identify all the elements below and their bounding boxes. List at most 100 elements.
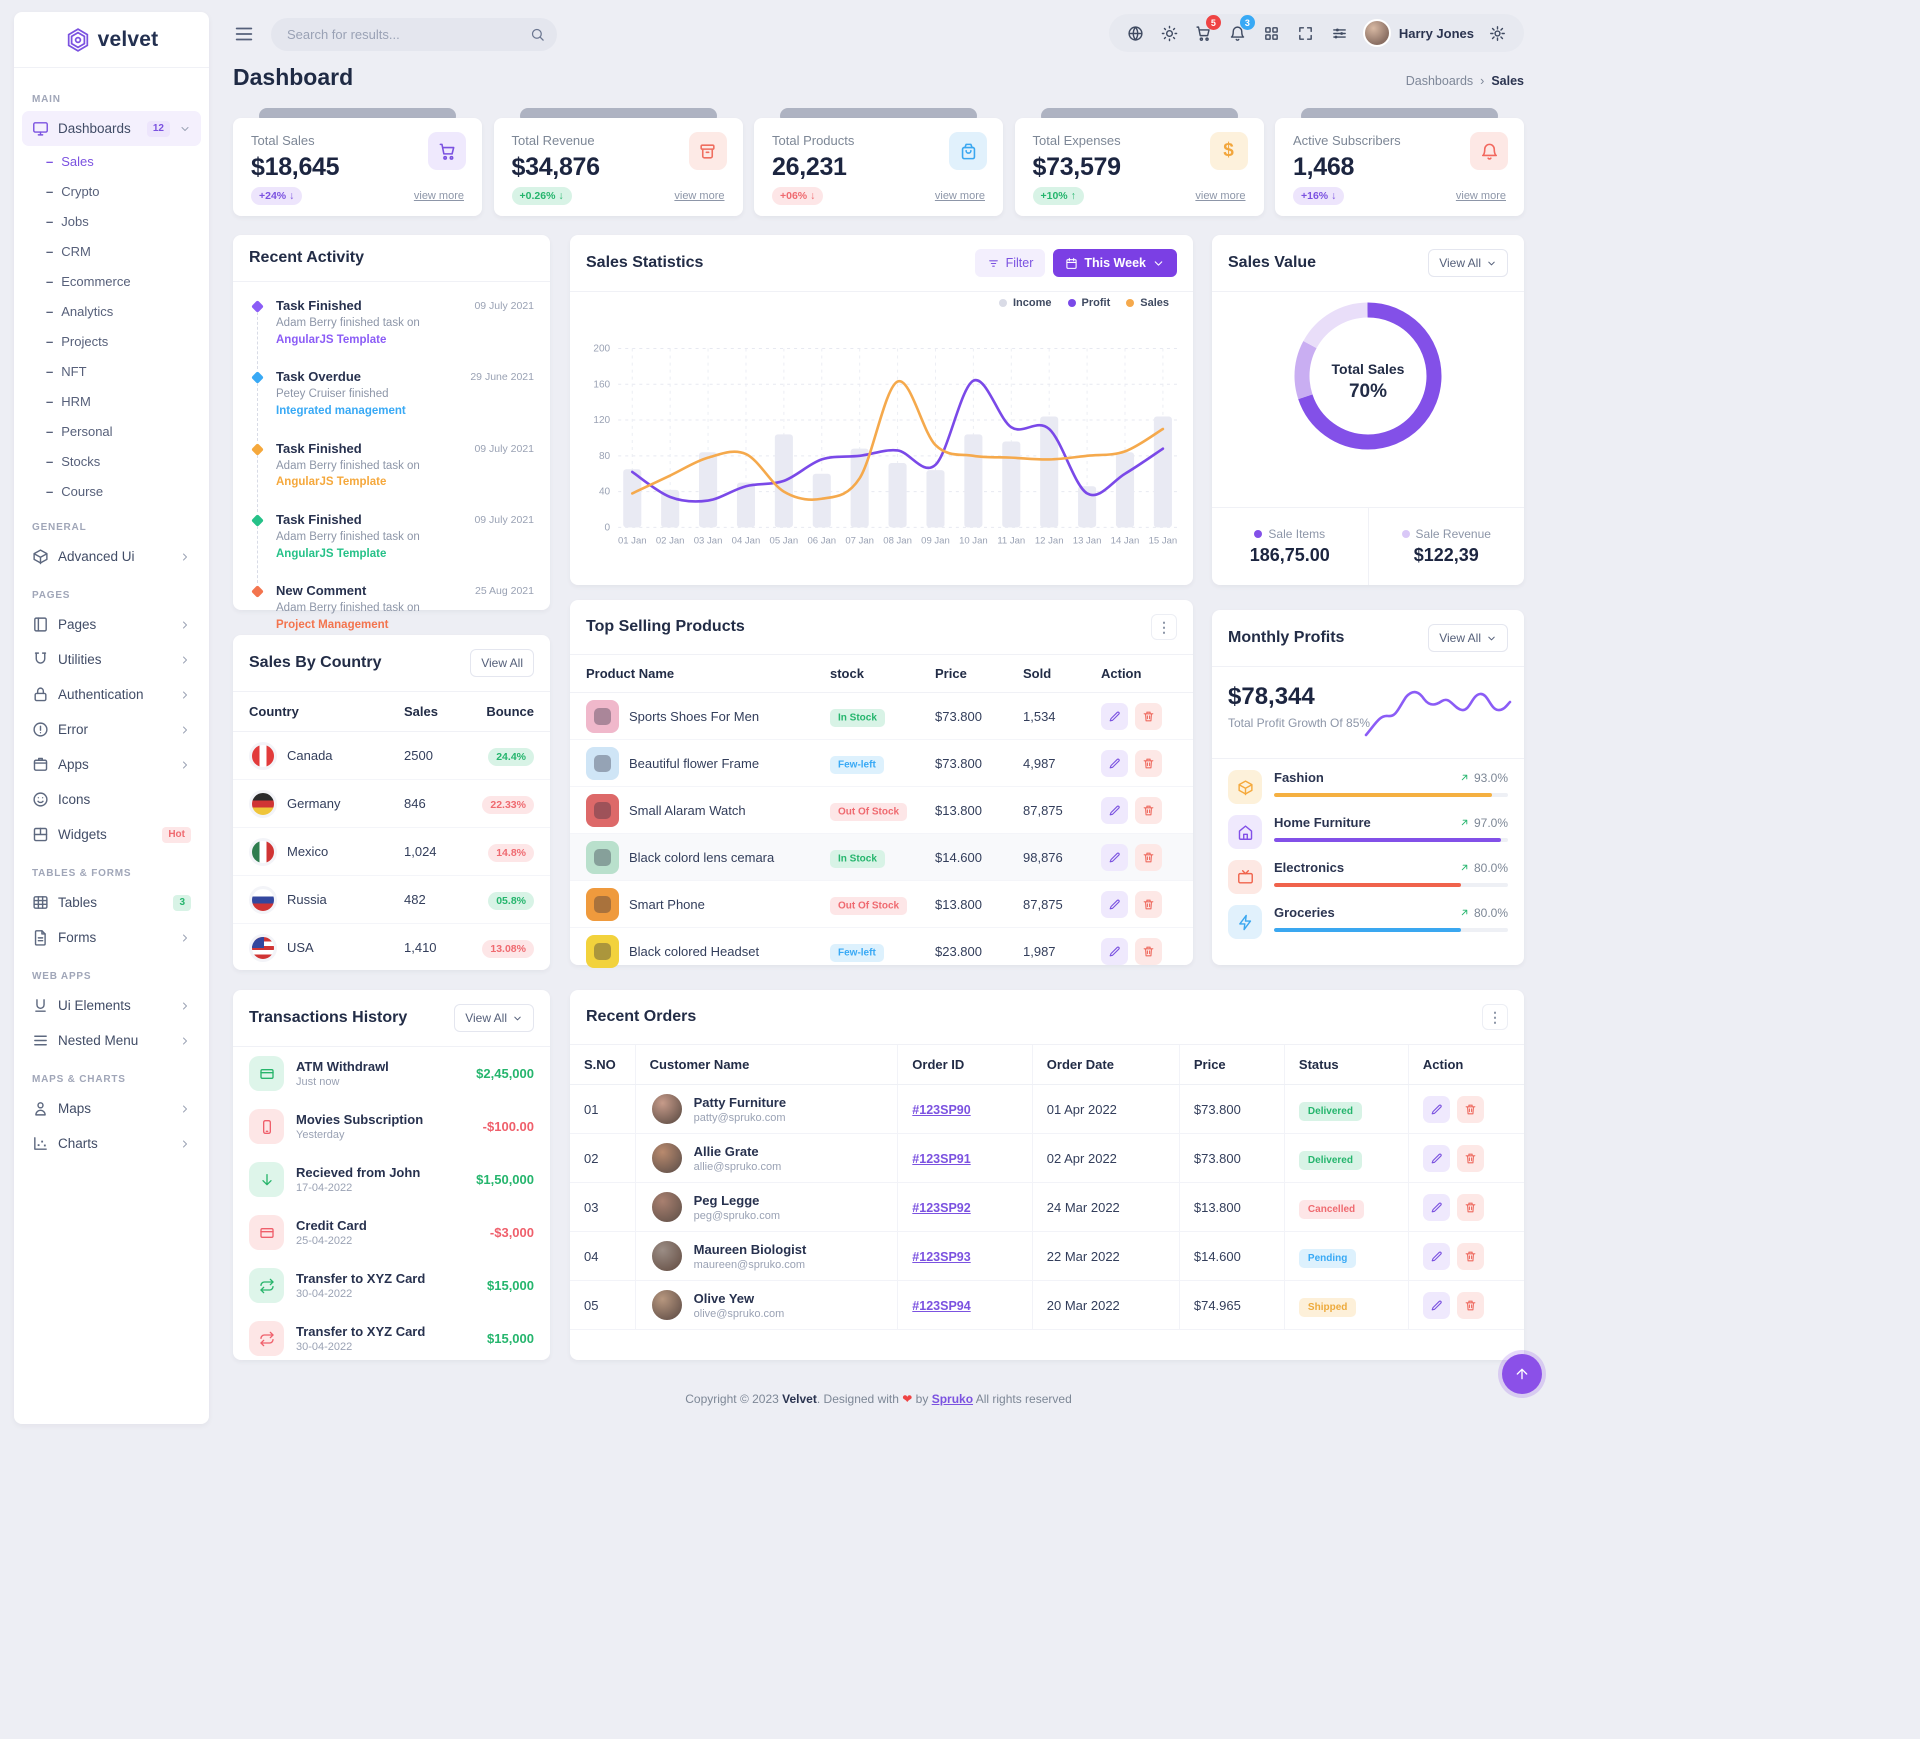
delete-button[interactable]: [1135, 890, 1162, 918]
transactions-view-all-button[interactable]: View All: [454, 1004, 534, 1032]
activity-keyword[interactable]: AngularJS Template: [276, 333, 387, 346]
transaction-row[interactable]: Recieved from John 17-04-2022 $1,50,000: [233, 1153, 550, 1206]
order-id-link[interactable]: #123SP94: [912, 1298, 971, 1313]
filter-button[interactable]: Filter: [974, 249, 1046, 277]
edit-button[interactable]: [1422, 1242, 1450, 1270]
sidebar-item-ui-elements[interactable]: Ui Elements: [22, 988, 201, 1023]
globe-icon[interactable]: [1121, 18, 1151, 48]
sidebar-item-widgets[interactable]: Widgets Hot: [22, 817, 201, 852]
sidebar-item-charts[interactable]: Charts: [22, 1126, 201, 1161]
sidebar-subitem-crm[interactable]: – CRM: [22, 236, 201, 266]
transaction-row[interactable]: Credit Card 25-04-2022 -$3,000: [233, 1206, 550, 1259]
period-selector-button[interactable]: This Week: [1053, 249, 1177, 277]
sidebar-subitem-sales[interactable]: – Sales: [22, 146, 201, 176]
order-row[interactable]: 02 Allie Grate allie@spruko.com #123SP91 02 …: [570, 1133, 1524, 1183]
transaction-row[interactable]: Movies Subscription Yesterday -$100.00: [233, 1100, 550, 1153]
footer-agency-link[interactable]: Spruko: [931, 1392, 974, 1406]
sidebar-item-apps[interactable]: Apps: [22, 747, 201, 782]
edit-button[interactable]: [1101, 937, 1128, 965]
sidebar-item-tables[interactable]: Tables 3: [22, 885, 201, 920]
delete-button[interactable]: [1135, 937, 1162, 965]
view-more-link[interactable]: view more: [934, 190, 985, 202]
delete-button[interactable]: [1456, 1095, 1484, 1123]
sidebar-subitem-crypto[interactable]: – Crypto: [22, 176, 201, 206]
cart-icon[interactable]: 5: [1189, 15, 1221, 48]
sidebar-subitem-ecommerce[interactable]: – Ecommerce: [22, 266, 201, 296]
sidebar-item-maps[interactable]: Maps: [22, 1091, 201, 1126]
edit-button[interactable]: [1422, 1144, 1450, 1172]
edit-button[interactable]: [1101, 702, 1128, 730]
order-id-link[interactable]: #123SP91: [912, 1151, 971, 1166]
fullscreen-icon[interactable]: [1291, 18, 1321, 48]
order-row[interactable]: 04 Maureen Biologist maureen@spruko.com #12…: [570, 1231, 1524, 1281]
sidebar-subitem-jobs[interactable]: – Jobs: [22, 206, 201, 236]
sidebar-subitem-projects[interactable]: – Projects: [22, 326, 201, 356]
country-view-all-button[interactable]: View All: [470, 649, 534, 677]
delete-button[interactable]: [1456, 1242, 1484, 1270]
country-row-ru[interactable]: Russia 482 05.8%: [233, 876, 550, 924]
transaction-row[interactable]: Transfer to XYZ Card 30-04-2022 $15,000: [233, 1259, 550, 1312]
search-box[interactable]: [271, 17, 557, 51]
transaction-row[interactable]: ATM Withdrawl Just now $2,45,000: [233, 1047, 550, 1100]
sales-value-view-all-button[interactable]: View All: [1428, 249, 1508, 277]
sidebar-subitem-stocks[interactable]: – Stocks: [22, 446, 201, 476]
edit-button[interactable]: [1422, 1095, 1450, 1123]
delete-button[interactable]: [1135, 843, 1162, 871]
edit-button[interactable]: [1101, 890, 1128, 918]
apps-grid-icon[interactable]: [1257, 18, 1287, 48]
product-row[interactable]: Black colord lens cemara In Stock $14.600 9…: [570, 834, 1193, 881]
country-row-de[interactable]: Germany 846 22.33%: [233, 780, 550, 828]
activity-keyword[interactable]: AngularJS Template: [276, 547, 387, 560]
delete-button[interactable]: [1135, 749, 1162, 777]
delete-button[interactable]: [1456, 1193, 1484, 1221]
search-input[interactable]: [287, 26, 530, 42]
edit-button[interactable]: [1101, 796, 1128, 824]
settings-gear-icon[interactable]: [1482, 18, 1512, 48]
product-row[interactable]: Small Alaram Watch Out Of Stock $13.800 87,…: [570, 787, 1193, 834]
order-id-link[interactable]: #123SP93: [912, 1249, 971, 1264]
product-row[interactable]: Sports Shoes For Men In Stock $73.800 1,534: [570, 693, 1193, 740]
view-more-link[interactable]: view more: [674, 190, 725, 202]
user-chip[interactable]: Harry Jones: [1362, 19, 1474, 47]
order-id-link[interactable]: #123SP92: [912, 1200, 971, 1215]
sidebar-toggle-icon[interactable]: [233, 23, 255, 45]
edit-button[interactable]: [1422, 1193, 1450, 1221]
delete-button[interactable]: [1456, 1144, 1484, 1172]
delete-button[interactable]: [1456, 1291, 1484, 1319]
product-row[interactable]: Smart Phone Out Of Stock $13.800 87,875: [570, 881, 1193, 928]
products-kebab-menu-icon[interactable]: ⋮: [1151, 614, 1177, 640]
activity-keyword[interactable]: Project Management: [276, 619, 389, 632]
sidebar-item-forms[interactable]: Forms: [22, 920, 201, 955]
sidebar-item-advanced-ui[interactable]: Advanced Ui: [22, 539, 201, 574]
sidebar-subitem-personal[interactable]: – Personal: [22, 416, 201, 446]
delete-button[interactable]: [1135, 796, 1162, 824]
order-row[interactable]: 05 Olive Yew olive@spruko.com #123SP94 20 Ma…: [570, 1280, 1524, 1330]
shortcuts-sliders-icon[interactable]: [1325, 18, 1355, 48]
sidebar-item-authentication[interactable]: Authentication: [22, 677, 201, 712]
notifications-icon[interactable]: 3: [1223, 15, 1255, 48]
sidebar-subitem-hrm[interactable]: – HRM: [22, 386, 201, 416]
sidebar-item-pages[interactable]: Pages: [22, 607, 201, 642]
delete-button[interactable]: [1135, 702, 1162, 730]
order-id-link[interactable]: #123SP90: [912, 1102, 971, 1117]
sidebar-item-utilities[interactable]: Utilities: [22, 642, 201, 677]
theme-light-icon[interactable]: [1155, 18, 1185, 48]
profits-view-all-button[interactable]: View All: [1428, 624, 1508, 652]
sidebar-item-dashboards[interactable]: Dashboards 12: [22, 111, 201, 146]
country-row-mx[interactable]: Mexico 1,024 14.8%: [233, 828, 550, 876]
sidebar-subitem-course[interactable]: – Course: [22, 476, 201, 506]
order-row[interactable]: 03 Peg Legge peg@spruko.com #123SP92 24 Mar …: [570, 1182, 1524, 1232]
activity-keyword[interactable]: Integrated management: [276, 405, 406, 418]
transaction-row[interactable]: Transfer to XYZ Card 30-04-2022 $15,000: [233, 1312, 550, 1365]
orders-kebab-menu-icon[interactable]: ⋮: [1482, 1004, 1508, 1030]
edit-button[interactable]: [1422, 1291, 1450, 1319]
sidebar-item-icons[interactable]: Icons: [22, 782, 201, 817]
sidebar-item-error[interactable]: Error: [22, 712, 201, 747]
sidebar-subitem-nft[interactable]: – NFT: [22, 356, 201, 386]
scroll-to-top-button[interactable]: [1502, 1354, 1542, 1394]
view-more-link[interactable]: view more: [1195, 190, 1246, 202]
activity-keyword[interactable]: AngularJS Template: [276, 476, 387, 489]
country-row-ca[interactable]: Canada 2500 24.4%: [233, 732, 550, 780]
brand-logo[interactable]: velvet: [14, 12, 209, 68]
sidebar-subitem-analytics[interactable]: – Analytics: [22, 296, 201, 326]
